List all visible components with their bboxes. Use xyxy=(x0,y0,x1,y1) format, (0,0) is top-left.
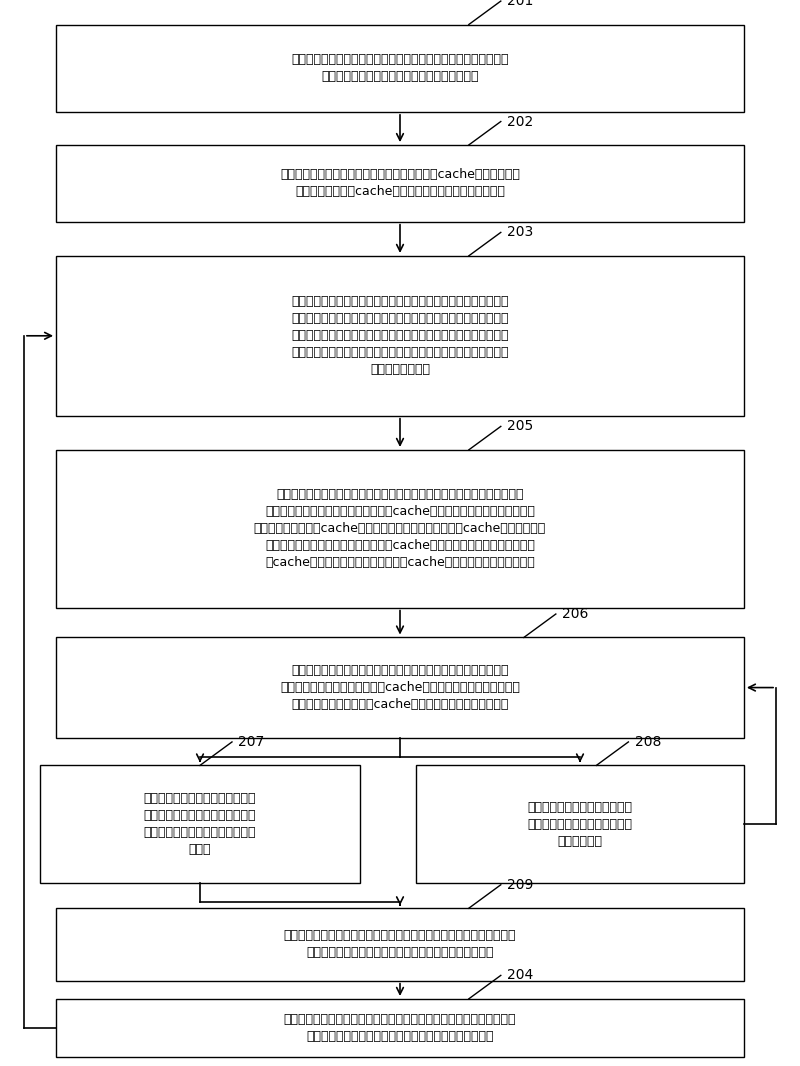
Text: 206: 206 xyxy=(562,607,589,621)
Text: 第一处理器核发生线程上下文切换后，将第一处理器核当前运行的线程
的类型标识保存到第一处理器核的当前运行线程描述符中: 第一处理器核发生线程上下文切换后，将第一处理器核当前运行的线程 的类型标识保存到… xyxy=(284,930,516,959)
FancyBboxPatch shape xyxy=(56,256,744,416)
Text: 将第一处理器核当前运行的线程在当前时间片的cache访问率累加到
第一处理器核总的cache访问率中，将累加次数计数值加一: 将第一处理器核当前运行的线程在当前时间片的cache访问率累加到 第一处理器核总… xyxy=(280,168,520,198)
Text: 205: 205 xyxy=(507,419,534,434)
Text: 当第一参数值与第二参数值之间
的差值小于预置的数值时，则扫
描下一条线程: 当第一参数值与第二参数值之间 的差值小于预置的数值时，则扫 描下一条线程 xyxy=(527,801,633,847)
FancyBboxPatch shape xyxy=(56,145,744,222)
Text: 当第一参数值与第二参数值之间的
差值大于或等于预置的数值时，则
将当前运行的线程切换成当前扫描
的线程: 当第一参数值与第二参数值之间的 差值大于或等于预置的数值时，则 将当前运行的线程… xyxy=(144,792,256,856)
Text: 202: 202 xyxy=(507,114,534,129)
Text: 当第一处理器核发生线程上下文切换时，确定与第一处理器核具有
对应关系的第二处理器核当前运行的线程的类型: 当第一处理器核发生线程上下文切换时，确定与第一处理器核具有 对应关系的第二处理器… xyxy=(291,53,509,83)
Text: 201: 201 xyxy=(507,0,534,9)
FancyBboxPatch shape xyxy=(40,765,360,883)
Text: 209: 209 xyxy=(507,877,534,892)
FancyBboxPatch shape xyxy=(56,637,744,738)
Text: 当在第一处理器核对应的处于就绪状态的待运行线程的集合中查找到所
需类型的线程时，将当前运行的线程切换成查找到的线程: 当在第一处理器核对应的处于就绪状态的待运行线程的集合中查找到所 需类型的线程时，… xyxy=(284,1013,516,1044)
Text: 若在第一处理器核对应的处于就绪状态的待运行线程的集合中未查找到所需
类型的线程，则根据第一处理器核总的cache访问率及累加次数计数值，计算
第一处理器核的平均: 若在第一处理器核对应的处于就绪状态的待运行线程的集合中未查找到所需 类型的线程，… xyxy=(254,488,546,569)
Text: 若第二处理器核当前运行的是缓存敏感型线程，则从第一处理器核
对应的处于就绪状态的待运行线程的集合中查找一个缓存非敏感型
线程，或者，若第二处理器核当前运行的是缓: 若第二处理器核当前运行的是缓存敏感型线程，则从第一处理器核 对应的处于就绪状态的… xyxy=(291,295,509,376)
FancyBboxPatch shape xyxy=(56,999,744,1057)
Text: 扫描第一处理器核对应的处于就绪状态的待运行线程的集合，计算
当前扫描的线程在上个时间片的cache访问率与第二处理器核当前运
行的线程在上个时间片的cache访: 扫描第一处理器核对应的处于就绪状态的待运行线程的集合，计算 当前扫描的线程在上个… xyxy=(280,664,520,711)
Text: 203: 203 xyxy=(507,225,534,240)
FancyBboxPatch shape xyxy=(56,25,744,112)
FancyBboxPatch shape xyxy=(56,450,744,608)
FancyBboxPatch shape xyxy=(416,765,744,883)
Text: 207: 207 xyxy=(238,734,265,749)
Text: 208: 208 xyxy=(635,734,661,749)
FancyBboxPatch shape xyxy=(56,908,744,981)
Text: 204: 204 xyxy=(507,968,534,983)
